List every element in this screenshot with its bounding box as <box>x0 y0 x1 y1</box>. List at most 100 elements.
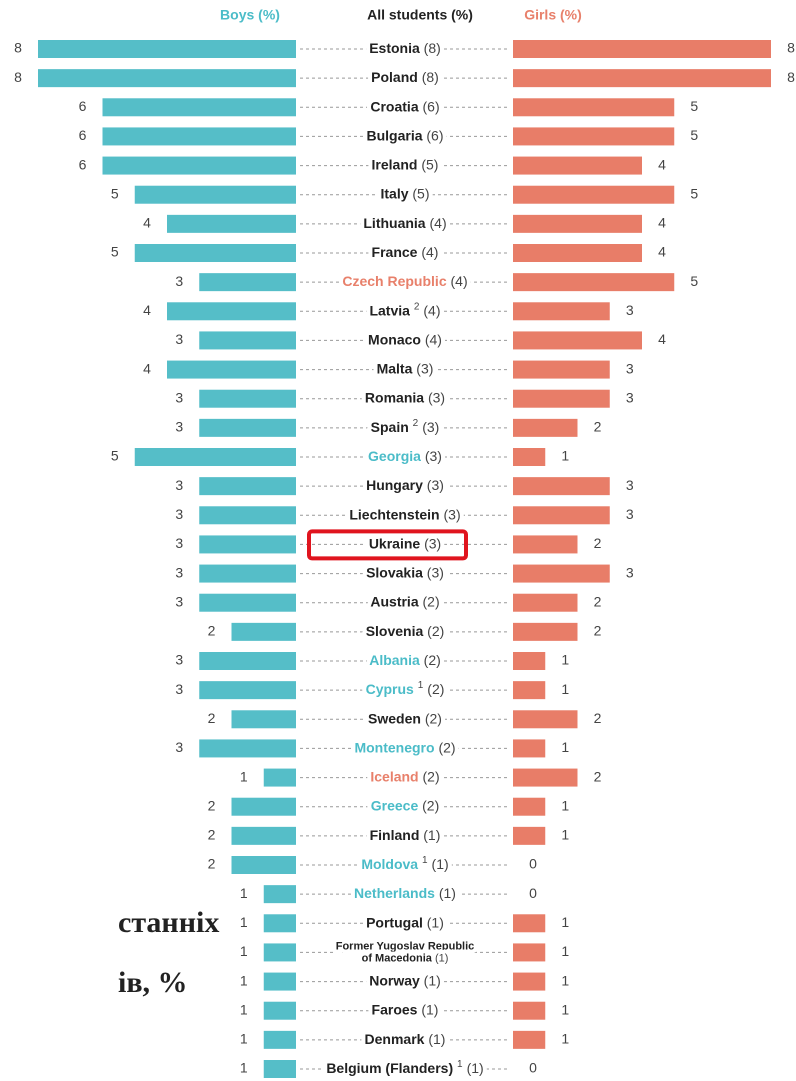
category-label: Hungary (3) <box>366 477 444 493</box>
girls-value: 4 <box>658 215 666 231</box>
girls-bar <box>513 448 546 466</box>
total-label: (2) <box>422 797 439 813</box>
girls-bar <box>513 127 675 146</box>
girls-value: 1 <box>561 652 569 668</box>
boys-bar <box>102 127 296 146</box>
boys-value: 3 <box>175 389 183 405</box>
category-label: of Macedonia (1) <box>362 952 449 964</box>
boys-value: 5 <box>111 244 119 260</box>
category-name: France <box>372 244 418 260</box>
girls-bar <box>513 360 610 379</box>
overlay-text: ів, % <box>118 966 188 999</box>
girls-bar <box>513 652 546 670</box>
category-label: Italy (5) <box>380 185 429 201</box>
category-label: Portugal (1) <box>366 914 444 930</box>
category-name: Moldova <box>361 856 418 872</box>
category-label: Spain 2 (3) <box>371 417 440 434</box>
girls-value: 0 <box>529 1060 537 1076</box>
category-label: Iceland (2) <box>370 768 439 784</box>
boys-bar <box>199 681 296 700</box>
boys-bar <box>263 768 296 787</box>
total-label: (8) <box>422 69 439 85</box>
girls-value: 8 <box>787 69 795 85</box>
category-name: Estonia <box>369 40 420 56</box>
category-name: Malta <box>377 360 413 376</box>
girls-value: 3 <box>626 564 634 580</box>
girls-bar <box>513 418 578 437</box>
total-label: (6) <box>426 127 443 143</box>
category-label: Austria (2) <box>370 593 439 609</box>
boys-bar <box>263 1001 296 1020</box>
girls-value: 1 <box>561 448 569 464</box>
category-name: Liechtenstein <box>349 506 439 522</box>
total-label: (2) <box>424 652 441 668</box>
boys-bar <box>38 40 296 58</box>
girls-bar <box>513 506 610 525</box>
girls-value: 3 <box>626 389 634 405</box>
category-name: Latvia <box>369 302 410 318</box>
boys-bar <box>263 914 296 933</box>
girls-value: 3 <box>626 506 634 522</box>
girls-value: 1 <box>561 739 569 755</box>
boys-value: 5 <box>111 185 119 201</box>
boys-header: Boys (%) <box>220 7 280 23</box>
category-label: Greece (2) <box>371 797 440 813</box>
category-name: Greece <box>371 797 419 813</box>
girls-bar <box>513 156 642 175</box>
category-name: Spain <box>371 419 409 435</box>
girls-bar <box>513 972 546 991</box>
boys-value: 1 <box>240 885 248 901</box>
category-label: Georgia (3) <box>368 448 442 464</box>
category-name: Austria <box>370 593 418 609</box>
category-name: Cyprus <box>366 681 414 697</box>
girls-value: 0 <box>529 885 537 901</box>
girls-value: 2 <box>594 623 602 639</box>
girls-value: 4 <box>658 244 666 260</box>
total-label: (3) <box>427 477 444 493</box>
boys-value: 3 <box>175 419 183 435</box>
boys-bar <box>263 1060 296 1078</box>
total-label: (3) <box>425 448 442 464</box>
girls-bar <box>513 535 578 554</box>
highlight-box <box>307 529 468 561</box>
category-label: Faroes (1) <box>372 1001 439 1017</box>
footnote: 1 <box>422 855 428 866</box>
category-label: Netherlands (1) <box>354 885 456 901</box>
girls-bar <box>513 273 675 292</box>
boys-bar <box>199 564 296 583</box>
boys-value: 1 <box>240 1060 248 1076</box>
category-label: Belgium (Flanders) 1 (1) <box>326 1059 483 1076</box>
boys-value: 3 <box>175 564 183 580</box>
category-name: Slovenia <box>366 623 424 639</box>
total-label: (4) <box>430 215 447 231</box>
total-label: (3) <box>428 389 445 405</box>
total-label: (1) <box>432 856 449 872</box>
girls-value: 1 <box>561 827 569 843</box>
boys-value: 3 <box>175 273 183 289</box>
boys-bar <box>263 885 296 904</box>
boys-value: 4 <box>143 215 151 231</box>
all-header: All students (%) <box>367 7 473 23</box>
boys-bar <box>199 593 296 612</box>
boys-bar <box>199 535 296 554</box>
girls-value: 3 <box>626 360 634 376</box>
category-name: Czech Republic <box>342 273 446 289</box>
total-label: (2) <box>425 710 442 726</box>
category-name: Croatia <box>370 98 418 114</box>
category-name: Albania <box>369 652 420 668</box>
category-name: Faroes <box>372 1001 418 1017</box>
category-label: Malta (3) <box>377 360 434 376</box>
boys-bar <box>231 856 296 874</box>
boys-bar <box>134 244 296 262</box>
boys-bar <box>134 448 296 466</box>
total-label: (3) <box>427 564 444 580</box>
boys-value: 6 <box>79 127 87 143</box>
total-label: (6) <box>423 98 440 114</box>
total-label: (3) <box>416 360 433 376</box>
girls-value: 1 <box>561 681 569 697</box>
girls-bar <box>513 943 546 962</box>
girls-value: 5 <box>690 98 698 114</box>
category-name: Denmark <box>365 1031 425 1047</box>
category-name: of Macedonia <box>362 952 433 964</box>
girls-bar <box>513 768 578 787</box>
